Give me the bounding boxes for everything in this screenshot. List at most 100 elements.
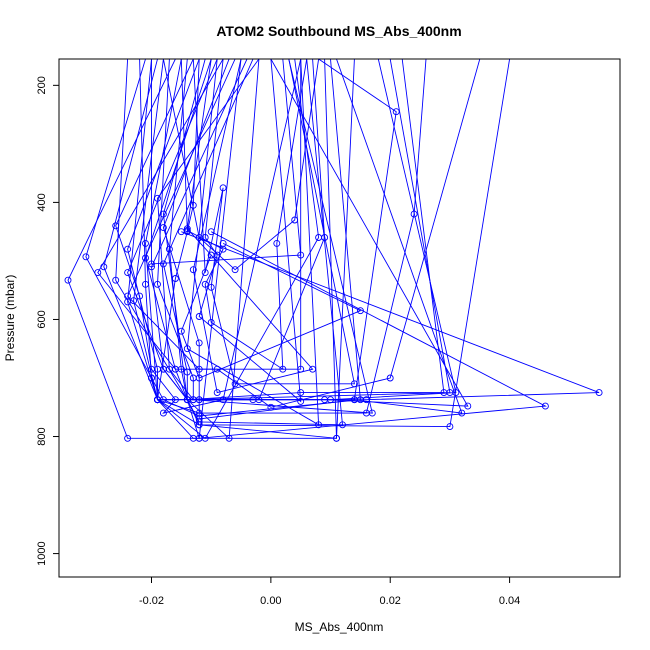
data-point xyxy=(183,345,191,353)
data-point xyxy=(159,260,167,268)
series-20 xyxy=(159,59,549,442)
series-line xyxy=(115,59,302,414)
data-point xyxy=(219,184,227,192)
series-line xyxy=(67,59,242,439)
data-point xyxy=(201,269,209,277)
data-point xyxy=(183,227,191,234)
data-point xyxy=(189,266,197,274)
data-point xyxy=(458,409,466,417)
data-point xyxy=(177,327,185,335)
plot-frame xyxy=(58,58,621,578)
data-point xyxy=(356,396,364,404)
series-line xyxy=(162,59,547,439)
data-point xyxy=(207,318,215,326)
series-line xyxy=(127,59,481,408)
series-line xyxy=(139,59,361,417)
data-point xyxy=(213,389,221,397)
series-line xyxy=(162,59,320,271)
y-axis-label: Pressure (mbar) xyxy=(3,275,17,362)
data-point xyxy=(195,421,203,429)
data-point xyxy=(100,263,108,271)
data-point xyxy=(273,239,281,247)
series-line xyxy=(192,59,314,394)
data-point xyxy=(94,269,102,277)
series-line xyxy=(133,59,427,414)
series-layer xyxy=(64,59,603,442)
y-tick-label: 800 xyxy=(36,427,48,445)
data-point xyxy=(177,365,185,373)
data-point xyxy=(464,402,472,410)
data-point xyxy=(64,276,72,284)
data-point xyxy=(159,396,167,404)
series-line xyxy=(127,59,397,420)
plot-region xyxy=(64,59,603,442)
data-point xyxy=(148,374,155,382)
data-point xyxy=(159,409,167,417)
data-point xyxy=(213,251,221,259)
x-tick-label: 0.02 xyxy=(380,595,401,607)
data-point xyxy=(124,434,132,442)
data-point xyxy=(595,389,603,397)
data-point xyxy=(368,409,376,417)
x-tick-label: 0.00 xyxy=(260,595,281,607)
data-point xyxy=(195,313,203,320)
data-point xyxy=(297,397,305,405)
data-point xyxy=(82,253,90,261)
series-line xyxy=(157,59,320,439)
data-point xyxy=(297,251,305,259)
series-line xyxy=(151,59,302,265)
data-point xyxy=(154,194,161,202)
data-point xyxy=(279,365,287,373)
series-line xyxy=(157,59,463,414)
data-point xyxy=(219,245,227,253)
series-27 xyxy=(195,59,305,405)
data-point xyxy=(201,434,209,442)
data-point xyxy=(195,374,203,382)
data-point xyxy=(183,396,191,404)
data-point xyxy=(195,412,203,420)
data-point xyxy=(171,275,179,282)
series-4 xyxy=(94,59,305,373)
data-point xyxy=(112,276,120,284)
data-point xyxy=(410,210,418,218)
y-tick-label: 1000 xyxy=(36,541,48,565)
data-point xyxy=(142,280,149,288)
data-point xyxy=(195,339,203,347)
series-24 xyxy=(180,59,308,373)
data-point xyxy=(315,421,323,429)
y-tick-label: 400 xyxy=(36,193,48,211)
data-point xyxy=(142,239,149,247)
y-tick-label: 600 xyxy=(36,310,48,328)
data-point xyxy=(446,389,454,397)
data-point xyxy=(142,254,149,262)
series-line xyxy=(198,59,302,403)
data-point xyxy=(165,365,173,373)
series-30 xyxy=(148,59,305,268)
chart-title: ATOM2 Southbound MS_Abs_400nm xyxy=(216,23,461,39)
data-point xyxy=(124,269,132,277)
data-point xyxy=(446,423,454,431)
data-point xyxy=(231,380,239,388)
x-tick-label: -0.02 xyxy=(139,595,164,607)
series-line xyxy=(192,59,355,385)
data-point xyxy=(124,292,132,300)
data-point xyxy=(267,403,275,411)
data-point xyxy=(356,307,364,315)
data-point xyxy=(148,260,155,268)
data-point xyxy=(350,380,358,388)
series-line xyxy=(151,59,451,401)
x-axis-label: MS_Abs_400nm xyxy=(295,620,384,634)
series-22 xyxy=(177,59,364,382)
data-point xyxy=(130,297,138,305)
data-point xyxy=(315,234,323,241)
data-point xyxy=(386,374,394,382)
x-axis: -0.02 0.00 0.02 0.04 xyxy=(139,577,520,607)
data-point xyxy=(159,210,167,218)
series-29 xyxy=(183,59,323,429)
y-tick-label: 200 xyxy=(36,76,48,94)
data-point xyxy=(297,389,305,397)
data-point xyxy=(541,402,549,410)
series-26 xyxy=(192,59,358,388)
y-axis: 200 400 600 800 1000 xyxy=(36,76,59,566)
